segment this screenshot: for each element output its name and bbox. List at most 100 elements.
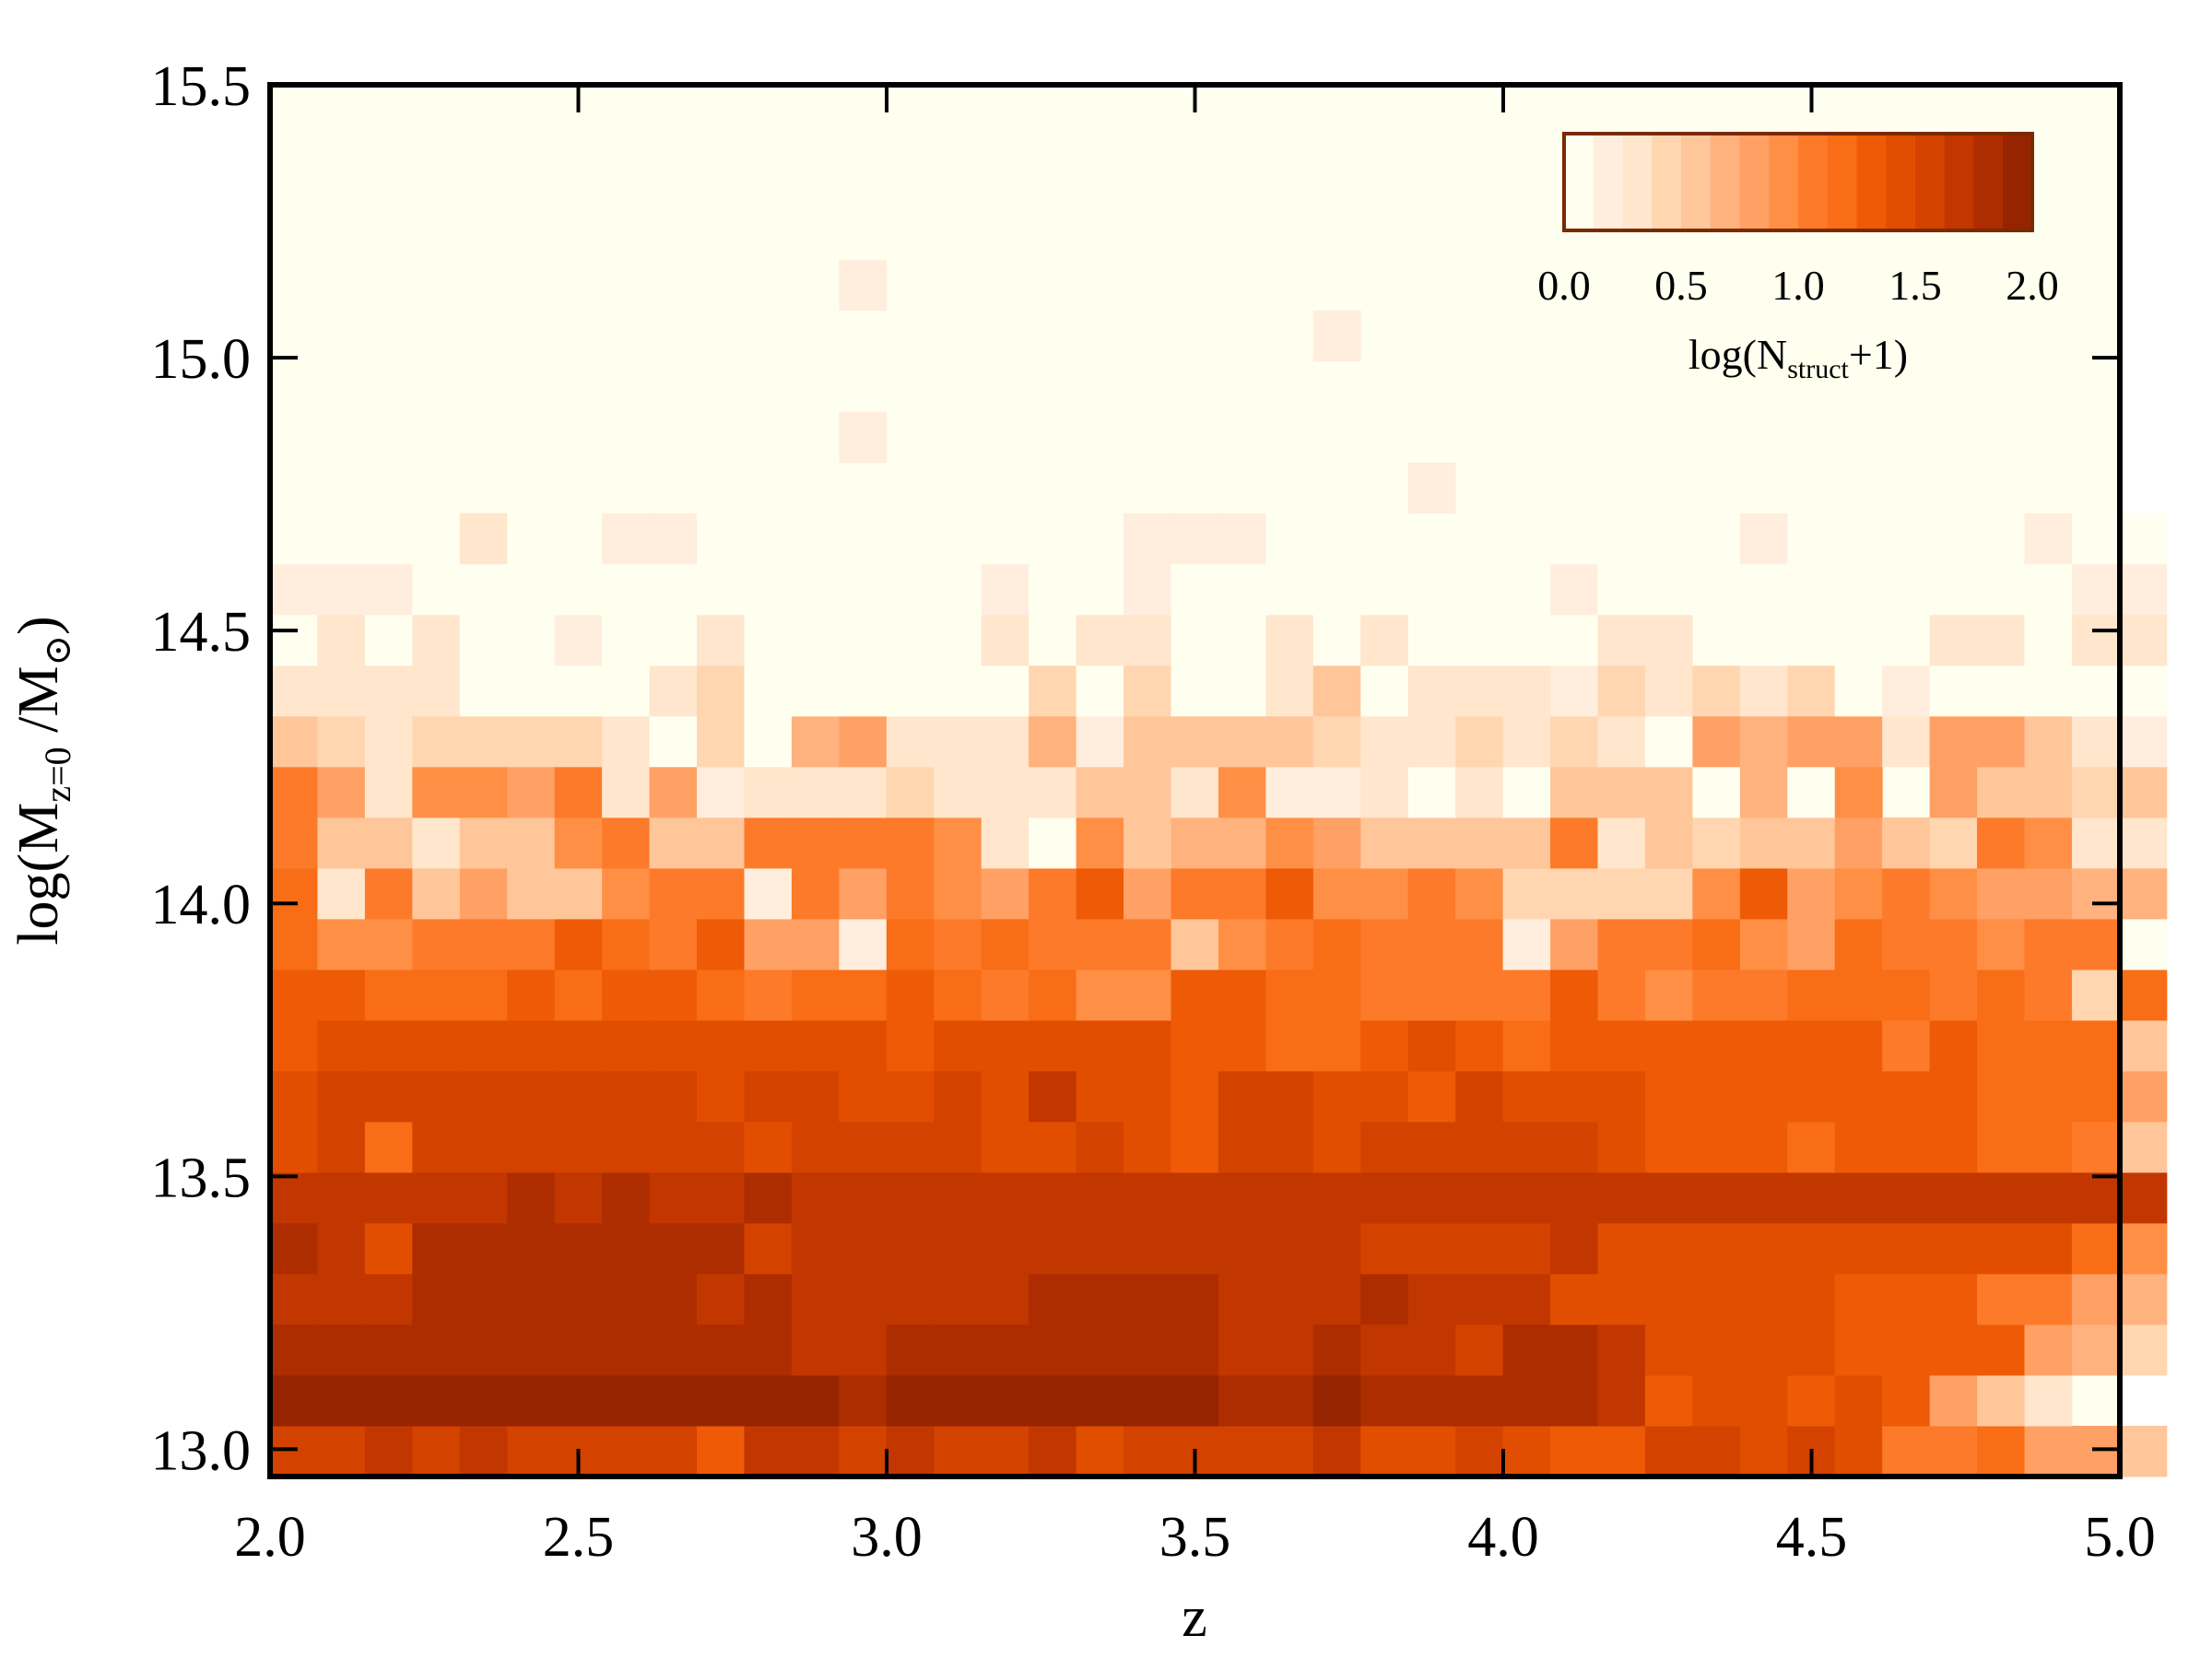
heatmap-cell	[1692, 1121, 1741, 1173]
heatmap-cell	[602, 1070, 651, 1123]
heatmap-cell	[1218, 1171, 1266, 1224]
heatmap-cell	[1455, 1324, 1504, 1376]
heatmap-cell	[744, 614, 793, 666]
heatmap-cell	[364, 1425, 413, 1477]
y-axis-title-end: )	[7, 616, 70, 635]
heatmap-cell	[1029, 1425, 1077, 1477]
heatmap-cell	[1692, 1171, 1741, 1224]
heatmap-cell	[934, 614, 982, 666]
heatmap-cell	[649, 512, 698, 565]
heatmap-cell	[744, 1425, 793, 1477]
heatmap-cell	[1455, 715, 1504, 768]
heatmap-cell	[744, 1121, 793, 1173]
heatmap-cell	[459, 1324, 508, 1376]
heatmap-cell	[1360, 1070, 1409, 1123]
heatmap-cell	[2024, 1121, 2073, 1173]
heatmap-cell	[2024, 563, 2073, 616]
heatmap-cell	[1407, 1374, 1456, 1427]
heatmap-cell	[1644, 969, 1693, 1021]
heatmap-cell	[1739, 1171, 1788, 1224]
heatmap-cell	[1171, 1273, 1219, 1325]
heatmap-cell	[364, 969, 413, 1021]
heatmap-cell	[412, 1324, 461, 1376]
heatmap-cell	[1977, 1222, 2026, 1275]
heatmap-cell	[2071, 1222, 2120, 1275]
heatmap-cell	[697, 614, 745, 666]
heatmap-cell	[697, 1121, 745, 1173]
heatmap-cell	[2119, 1324, 2168, 1376]
heatmap-cell	[1502, 1425, 1551, 1477]
heatmap-cell	[1502, 512, 1551, 565]
heatmap-cell	[459, 1374, 508, 1427]
heatmap-cell	[886, 1222, 935, 1275]
heatmap-cell	[1597, 1019, 1646, 1072]
heatmap-cell	[1977, 1273, 2026, 1325]
heatmap-cell	[554, 614, 603, 666]
heatmap-cell	[1076, 715, 1124, 768]
heatmap-cell	[649, 766, 698, 818]
y-axis-title-main: log(M	[7, 803, 70, 946]
heatmap-cell	[1550, 1273, 1598, 1325]
heatmap-cell	[1977, 1324, 2026, 1376]
colorbar-swatch	[1915, 134, 1946, 230]
y-tick-label: 15.5	[151, 55, 252, 118]
heatmap-cell	[412, 1171, 461, 1224]
heatmap-cell	[1455, 1222, 1504, 1275]
heatmap-cell	[2024, 969, 2073, 1021]
heatmap-cell	[2071, 918, 2120, 971]
heatmap-cell	[981, 867, 1030, 920]
y-axis-title: log(Mz=0 /M⊙)	[7, 616, 78, 945]
heatmap-cell	[602, 766, 651, 818]
heatmap-cell	[1171, 1070, 1219, 1123]
heatmap-cell	[317, 563, 366, 616]
heatmap-cell	[1502, 1070, 1551, 1123]
heatmap-cell	[554, 512, 603, 565]
heatmap-cell	[1550, 563, 1598, 616]
colorbar-label: log(Nstruct+1)	[1688, 331, 1908, 384]
heatmap-cell	[1550, 766, 1598, 818]
heatmap-cell	[1029, 1070, 1077, 1123]
heatmap-cell	[1882, 563, 1931, 616]
heatmap-cell	[1977, 665, 2026, 717]
heatmap-cell	[1597, 1121, 1646, 1173]
heatmap-cell	[317, 665, 366, 717]
heatmap-cell	[1312, 1273, 1361, 1325]
heatmap-cell	[1312, 310, 1361, 362]
heatmap-cell	[554, 1019, 603, 1072]
heatmap-cell	[886, 1171, 935, 1224]
heatmap-cell	[1218, 1222, 1266, 1275]
heatmap-cell	[2119, 1425, 2168, 1477]
heatmap-cell	[1124, 1273, 1171, 1325]
heatmap-cell	[1692, 512, 1741, 565]
heatmap-cell	[2071, 563, 2120, 616]
heatmap-cell	[364, 1324, 413, 1376]
heatmap-cell	[839, 817, 888, 869]
heatmap-cell	[697, 1374, 745, 1427]
heatmap-cell	[554, 969, 603, 1021]
heatmap-cell	[839, 1222, 888, 1275]
heatmap-cell	[554, 1324, 603, 1376]
heatmap-cell	[934, 867, 982, 920]
heatmap-cell	[1644, 1019, 1693, 1072]
heatmap-cell	[934, 1070, 982, 1123]
heatmap-cell	[270, 1374, 318, 1427]
heatmap-cell	[1597, 512, 1646, 565]
heatmap-cell	[1882, 1070, 1931, 1123]
heatmap-cell	[2071, 867, 2120, 920]
heatmap-cell	[1360, 817, 1409, 869]
colorbar-tick-label: 1.0	[1771, 262, 1825, 309]
heatmap-cell	[1882, 665, 1931, 717]
heatmap-cell	[934, 1171, 982, 1224]
heatmap-cell	[791, 867, 840, 920]
heatmap-cell	[697, 563, 745, 616]
heatmap-cell	[602, 817, 651, 869]
heatmap-cell	[886, 614, 935, 666]
heatmap-cell	[1265, 918, 1314, 971]
heatmap-cell	[2071, 1171, 2120, 1224]
heatmap-cell	[1312, 1070, 1361, 1123]
heatmap-cell	[839, 665, 888, 717]
heatmap-cell	[2119, 969, 2168, 1021]
heatmap-cell	[1929, 1273, 1978, 1325]
heatmap-cell	[1076, 512, 1124, 565]
heatmap-cell	[507, 614, 556, 666]
